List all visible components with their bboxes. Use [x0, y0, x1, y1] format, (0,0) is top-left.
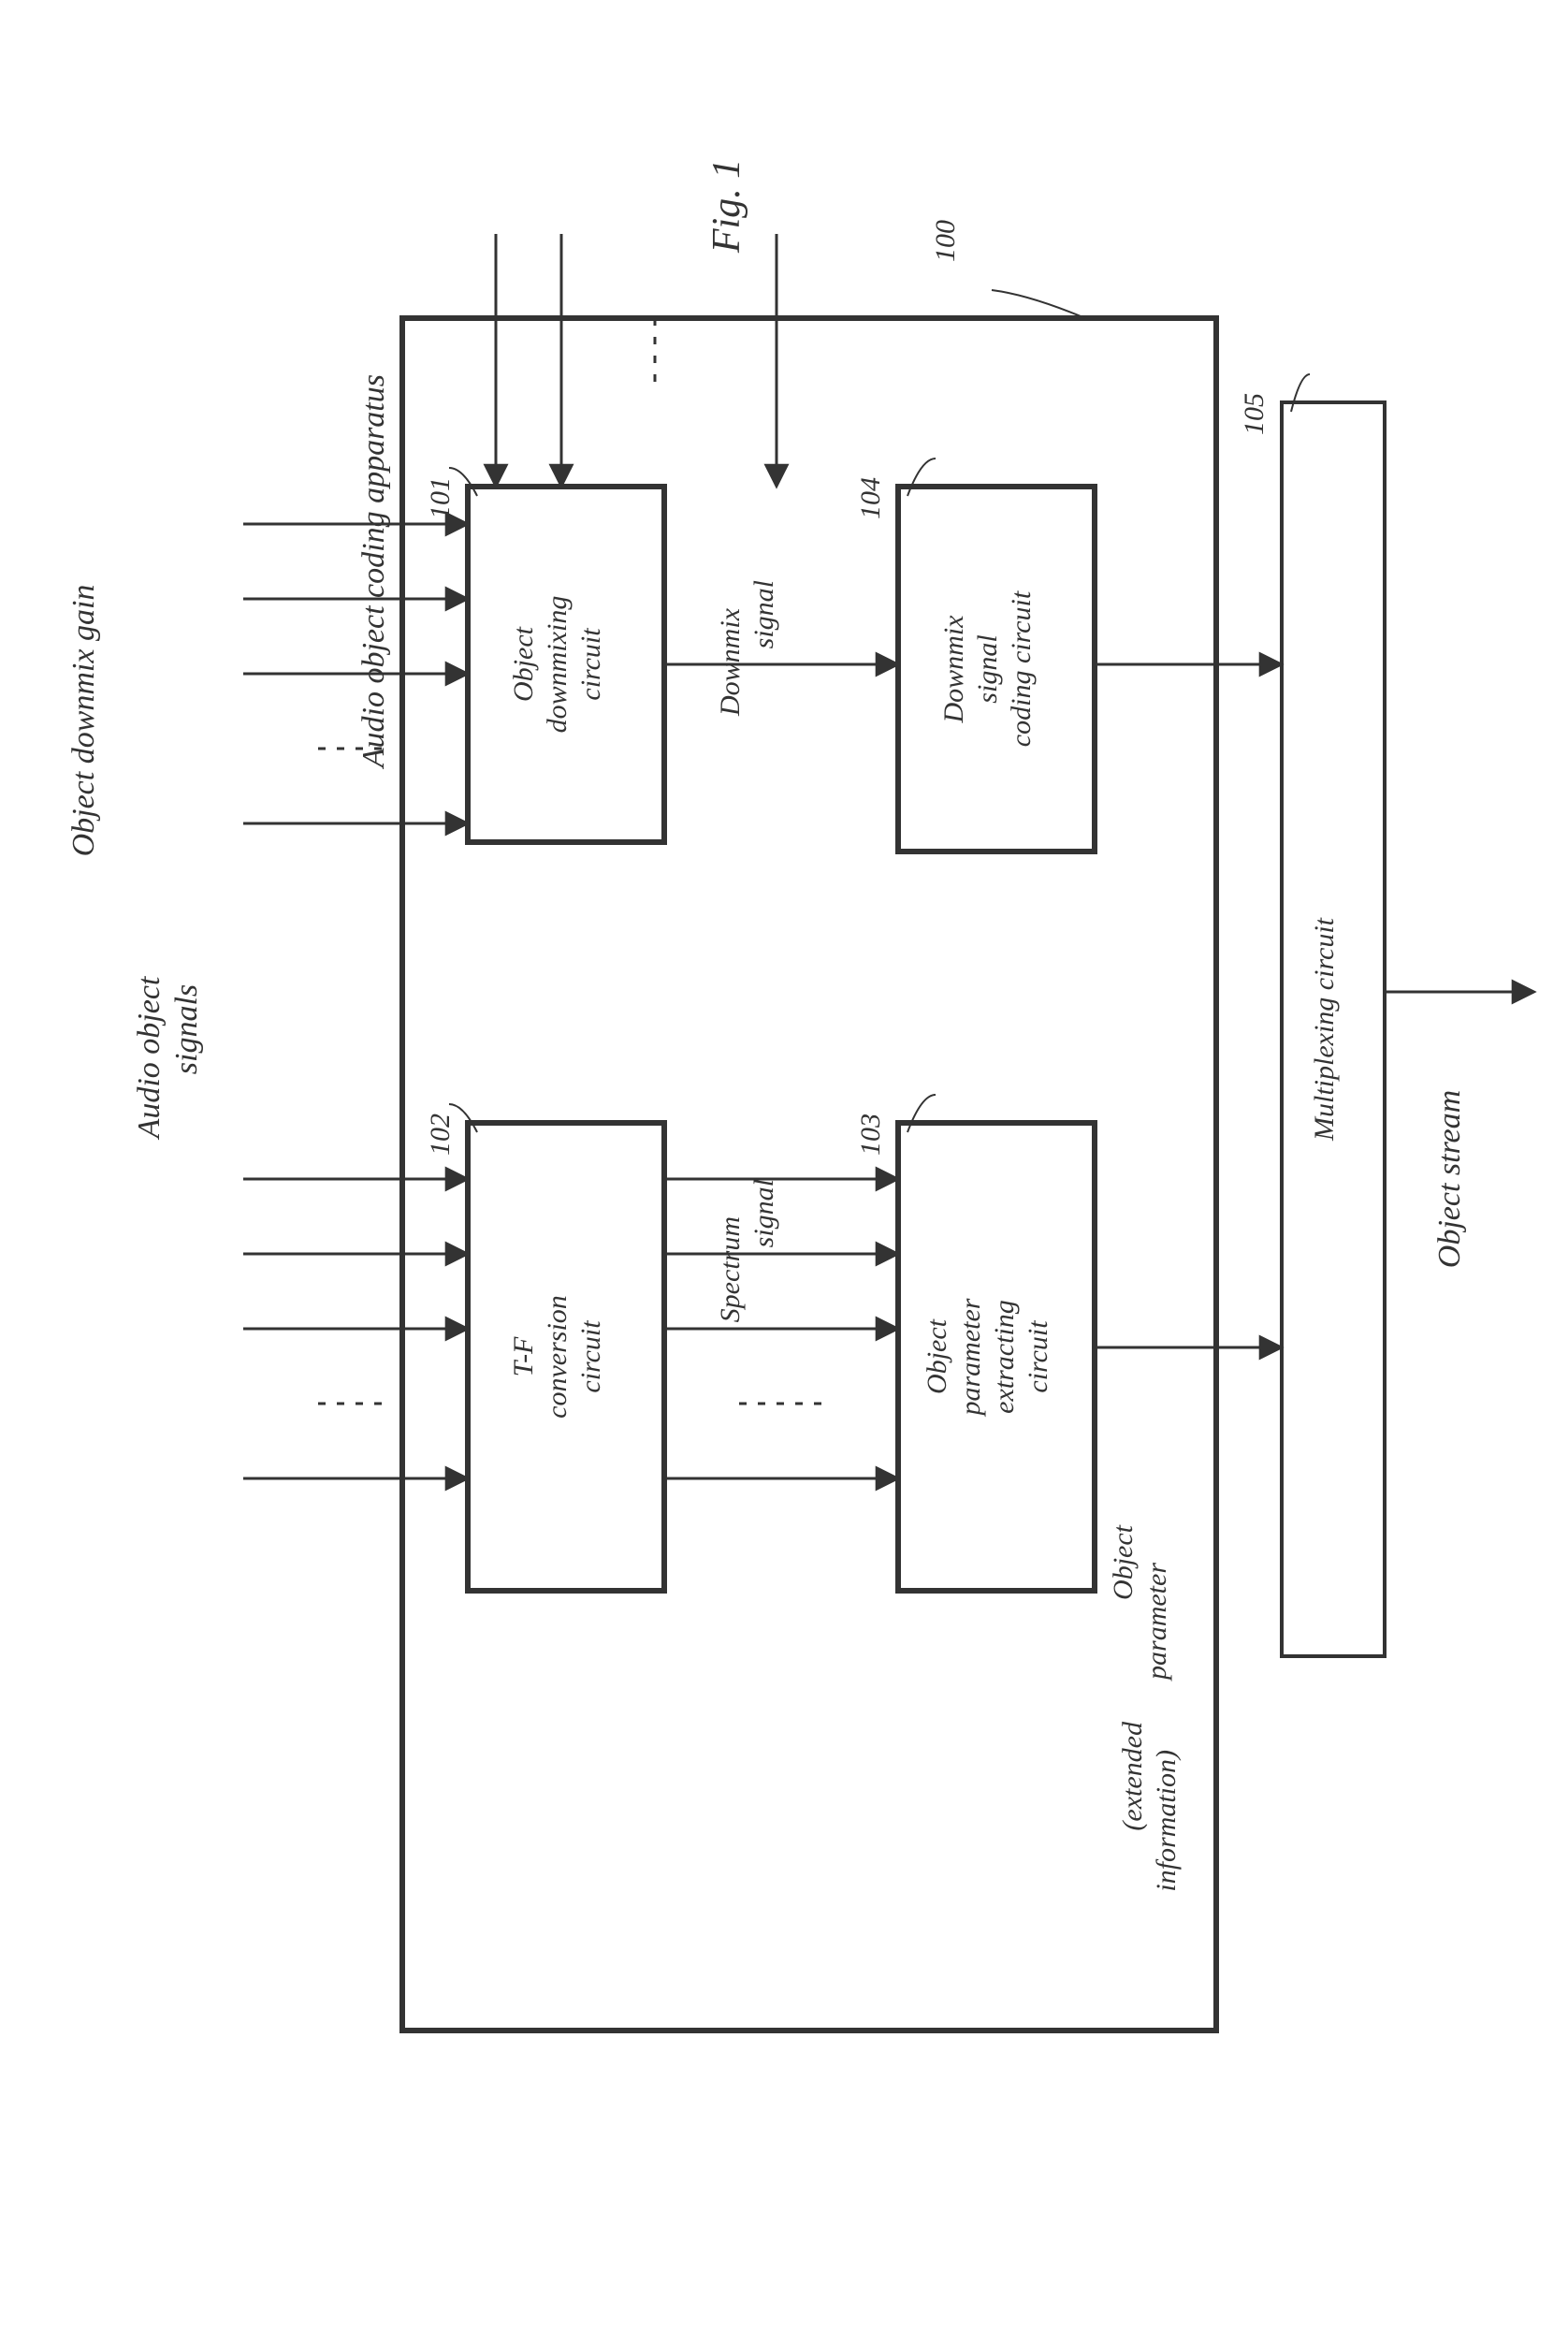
block-b104-line0: Downmix	[938, 615, 969, 724]
block-b101-line1: downmixing	[542, 596, 573, 734]
spectrum-l2: signal	[748, 1179, 779, 1247]
objparam-l1: Object	[1108, 1524, 1139, 1600]
block-b102-line2: circuit	[575, 1320, 606, 1393]
audio-signals-label2: signals	[169, 984, 204, 1074]
block-b103-line0: Object	[922, 1318, 952, 1394]
ref-100: 100	[930, 220, 961, 262]
audio-coding-diagram: Fig. 1 Audio object coding apparatus 100 Ob…	[0, 0, 1568, 2329]
block-b103-line1: parameter	[955, 1298, 986, 1417]
audio-signals-label1: Audio object	[132, 975, 167, 1140]
block-b104-line1: signal	[972, 634, 1003, 703]
extinfo-l2: information)	[1151, 1750, 1182, 1892]
ref-104: 104	[855, 477, 886, 519]
ref-103: 103	[855, 1114, 886, 1156]
block-b103-line3: circuit	[1023, 1320, 1053, 1393]
extinfo-l1: (extended	[1117, 1721, 1148, 1831]
block-b105-line0: Multiplexing circuit	[1309, 917, 1340, 1142]
block-b101-line0: Object	[508, 626, 539, 702]
block-b102-line0: T-F	[508, 1336, 539, 1376]
figure-title: Fig. 1	[705, 159, 748, 254]
ref-102: 102	[425, 1114, 456, 1156]
output-label: Object stream	[1432, 1090, 1467, 1268]
downmix-signal-l2: signal	[748, 580, 779, 648]
spectrum-l1: Spectrum	[715, 1216, 746, 1322]
downmix-signal-l1: Downmix	[715, 607, 746, 717]
block-b104-line2: coding circuit	[1006, 590, 1037, 747]
block-b102-line1: conversion	[542, 1295, 573, 1419]
container-label: Audio object coding apparatus	[356, 374, 391, 769]
ref-101: 101	[425, 477, 456, 519]
objparam-l2: parameter	[1141, 1563, 1172, 1681]
gain-label: Object downmix gain	[66, 585, 101, 857]
block-b101-line2: circuit	[575, 628, 606, 701]
block-b103-line2: extracting	[989, 1300, 1020, 1414]
ref-105: 105	[1239, 393, 1270, 435]
